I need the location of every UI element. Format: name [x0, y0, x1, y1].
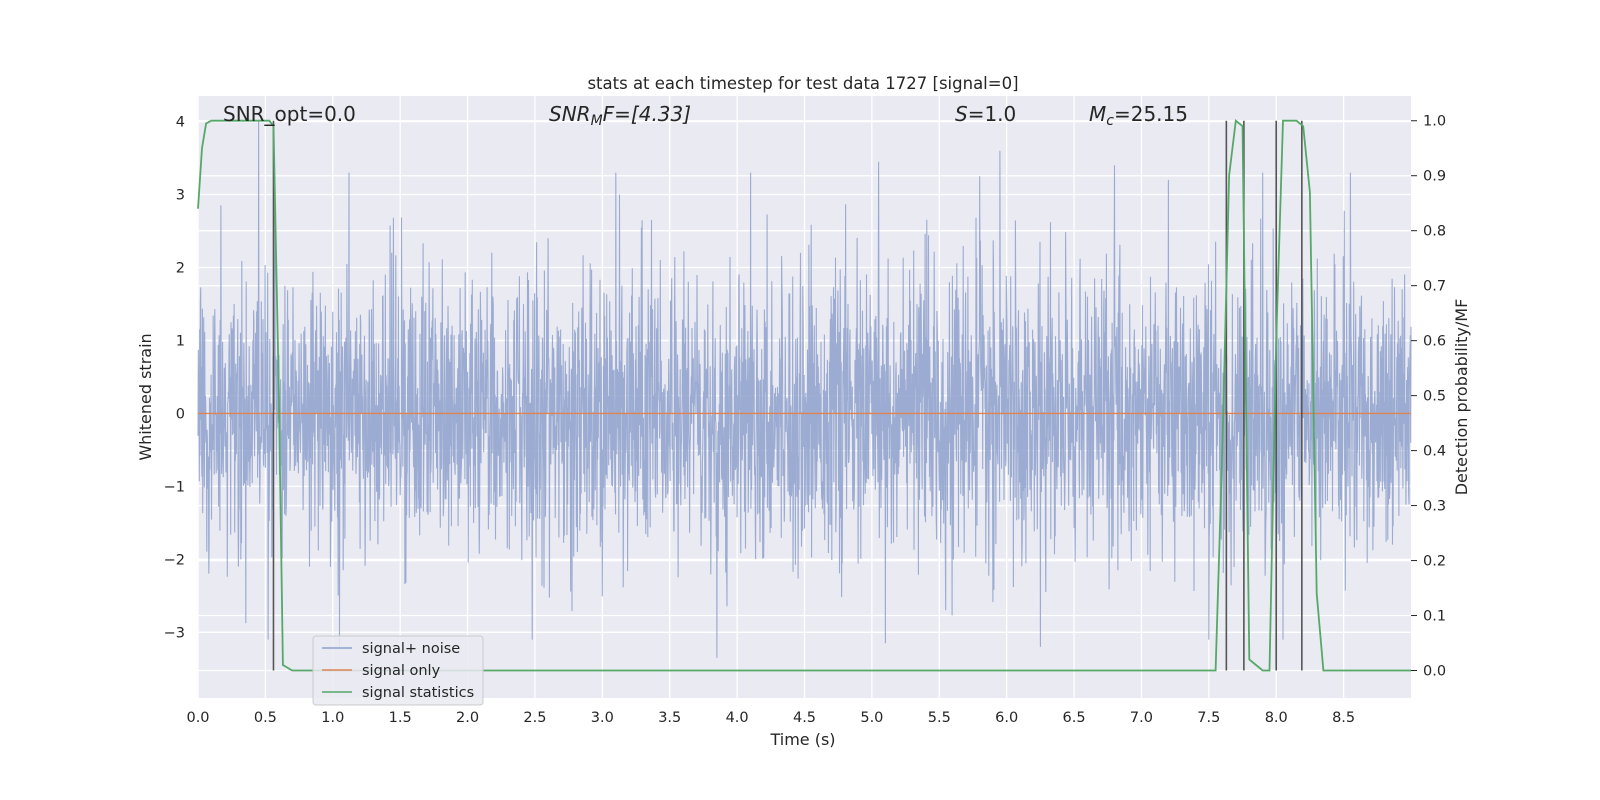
y-tick-left-label-7: 4 — [176, 115, 185, 131]
x-tick-label-1: 0.5 — [254, 710, 277, 726]
annotation-s-value: =1.0 — [968, 102, 1017, 126]
legend-label-signal-noise: signal+ noise — [362, 641, 460, 657]
y-tick-right-label-5: 0.5 — [1423, 389, 1446, 405]
x-tick-label-14: 7.0 — [1130, 710, 1153, 726]
y-tick-left-label-2: −1 — [164, 479, 185, 495]
signal-statistics-line — [197, 118, 1411, 672]
annotation-mc-value: =25.15 — [1114, 102, 1188, 126]
x-tick-label-11: 5.5 — [928, 710, 951, 726]
annotation-snr-opt: SNR_opt=0.0 — [223, 102, 356, 126]
x-tick-label-9: 4.5 — [793, 710, 816, 726]
x-tick-label-2: 1.0 — [321, 710, 344, 726]
x-tick-label-5: 2.5 — [523, 710, 546, 726]
y-tick-right-label-7: 0.7 — [1423, 279, 1446, 295]
y-tick-left-label-0: −3 — [164, 625, 185, 641]
x-tick-label-15: 7.5 — [1197, 710, 1220, 726]
series-signal-statistics — [197, 118, 1411, 672]
annotation-mc-sub: c — [1106, 113, 1114, 129]
legend-label-signal-statistics: signal statistics — [362, 685, 474, 701]
y-tick-left-label-1: −2 — [164, 552, 185, 568]
legend-label-signal-only: signal only — [362, 663, 441, 679]
y-tick-right-label-6: 0.6 — [1423, 334, 1446, 350]
y-tick-left-label-5: 2 — [176, 260, 185, 276]
y-tick-right-label-3: 0.3 — [1423, 499, 1446, 515]
annotation-s-symbol: S — [955, 102, 968, 126]
x-tick-label-4: 2.0 — [456, 710, 479, 726]
annotation-mc: Mc=25.15 — [1089, 102, 1188, 129]
annotation-mc-symbol: M — [1089, 102, 1106, 126]
y-axis-left-label: Whitened strain — [136, 333, 155, 460]
x-axis-ticks: 0.0 0.5 1.0 1.5 2.0 2.5 3.0 3.5 4.0 4.5 5.0 5.5 6.0 6… — [186, 710, 1355, 726]
y-tick-right-label-4: 0.4 — [1423, 444, 1446, 460]
annotation-snr-mf-rest: F=[4.33] — [603, 102, 691, 126]
y-tick-left-label-3: 0 — [176, 406, 185, 422]
x-axis-label: Time (s) — [769, 730, 835, 749]
x-tick-label-3: 1.5 — [389, 710, 412, 726]
legend-box — [312, 635, 484, 706]
x-tick-label-16: 8.0 — [1265, 710, 1288, 726]
y-axis-right-label: Detection probability/MF — [1452, 299, 1471, 496]
y-tick-right-label-10: 1.0 — [1423, 114, 1446, 130]
x-tick-label-17: 8.5 — [1332, 710, 1355, 726]
annotation-snr-mf-sub: M — [591, 113, 603, 129]
chart-title: stats at each timestep for test data 172… — [587, 74, 1018, 93]
x-tick-label-13: 6.5 — [1063, 710, 1086, 726]
y-tick-left-label-6: 3 — [176, 188, 185, 204]
series-signal-noise — [197, 121, 1412, 658]
x-tick-label-6: 3.0 — [591, 710, 614, 726]
x-tick-label-12: 6.0 — [995, 710, 1018, 726]
y-axis-right-ticks: 0.0 0.1 0.2 0.3 0.4 0.5 0.6 0.7 0.8 0.9 1.0 — [1411, 114, 1446, 680]
signal-noise-trace — [197, 121, 1412, 658]
annotation-snr-mf: SNRMF=[4.33] — [549, 102, 691, 129]
x-tick-label-7: 3.5 — [658, 710, 681, 726]
y-tick-right-label-8: 0.8 — [1423, 224, 1446, 240]
x-tick-label-0: 0.0 — [186, 710, 209, 726]
annotation-s: S=1.0 — [955, 102, 1016, 126]
annotation-snr-mf-base: SNR — [549, 102, 591, 126]
y-tick-right-label-0: 0.0 — [1423, 664, 1446, 680]
y-tick-right-label-9: 0.9 — [1423, 169, 1446, 185]
y-tick-left-label-4: 1 — [176, 333, 185, 349]
x-tick-label-10: 5.0 — [860, 710, 883, 726]
y-tick-right-label-1: 0.1 — [1423, 609, 1446, 625]
y-tick-right-label-2: 0.2 — [1423, 554, 1446, 570]
y-axis-left-ticks: −3 −2 −1 0 1 2 3 4 — [164, 115, 185, 642]
x-tick-label-8: 4.0 — [726, 710, 749, 726]
legend: signal+ noise signal only signal statist… — [312, 635, 484, 706]
